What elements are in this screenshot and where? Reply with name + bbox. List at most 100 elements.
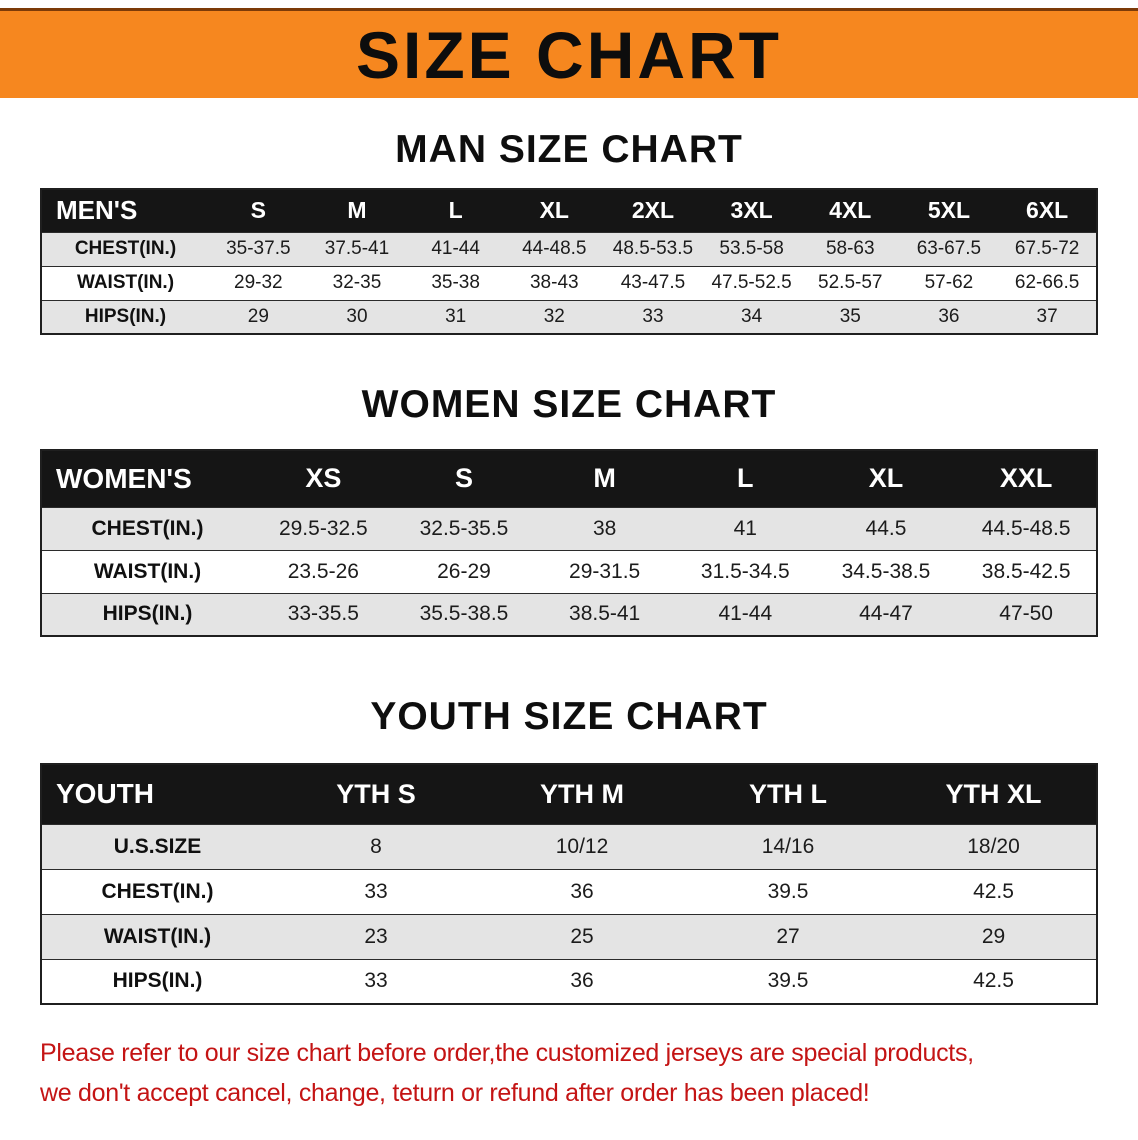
youth-size-table: YOUTH YTH S YTH M YTH L YTH XL U.S.SIZE 8 10/12… xyxy=(40,763,1098,1005)
size-header-cell: L xyxy=(674,450,816,507)
value-cell: 44-47 xyxy=(815,592,957,636)
size-header-cell: YTH L xyxy=(685,764,891,824)
size-header-cell: M xyxy=(307,189,407,232)
size-header-cell: YTH S xyxy=(273,764,479,824)
value-cell: 39.5 xyxy=(685,868,891,914)
value-cell: 36 xyxy=(479,958,685,1004)
youth-section: YOUTH SIZE CHART YOUTH YTH S YTH M YTH L YTH… xyxy=(0,695,1138,1005)
size-header-cell: XXL xyxy=(956,450,1097,507)
size-header-cell: YTH M xyxy=(479,764,685,824)
value-cell: 23.5-26 xyxy=(253,549,394,593)
value-cell: 29-32 xyxy=(209,265,308,300)
disclaimer-line-2: we don't accept cancel, change, teturn o… xyxy=(40,1079,870,1107)
value-cell: 33 xyxy=(273,868,479,914)
size-header-cell: XL xyxy=(504,189,604,232)
value-cell: 34 xyxy=(702,299,801,334)
value-cell: 18/20 xyxy=(891,823,1097,869)
mens-size-table: MEN'S S M L XL 2XL 3XL 4XL 5XL 6XL CHEST(IN.) 35-37… xyxy=(40,188,1098,335)
value-cell: 62-66.5 xyxy=(998,265,1097,300)
value-cell: 42.5 xyxy=(891,868,1097,914)
size-header-cell: S xyxy=(393,450,535,507)
row-label-cell: WAIST(IN.) xyxy=(41,549,253,593)
row-label-cell: HIPS(IN.) xyxy=(41,299,209,334)
value-cell: 35 xyxy=(800,299,900,334)
value-cell: 10/12 xyxy=(479,823,685,869)
value-cell: 44.5 xyxy=(815,506,957,550)
value-cell: 43-47.5 xyxy=(603,265,703,300)
row-label-cell: HIPS(IN.) xyxy=(41,958,273,1004)
value-cell: 30 xyxy=(307,299,407,334)
value-cell: 48.5-53.5 xyxy=(603,231,703,266)
banner: SIZE CHART xyxy=(0,8,1138,98)
size-header-cell: XL xyxy=(815,450,957,507)
value-cell: 52.5-57 xyxy=(800,265,900,300)
value-cell: 63-67.5 xyxy=(899,231,999,266)
value-cell: 33 xyxy=(273,958,479,1004)
size-header-cell: XS xyxy=(253,450,394,507)
size-header-cell: 5XL xyxy=(899,189,999,232)
row-label-cell: CHEST(IN.) xyxy=(41,506,253,550)
row-label-cell: CHEST(IN.) xyxy=(41,868,273,914)
womens-section: WOMEN SIZE CHART WOMEN'S XS S M L XL XXL CHEST(… xyxy=(0,383,1138,637)
value-cell: 32 xyxy=(504,299,604,334)
value-cell: 31.5-34.5 xyxy=(674,549,816,593)
row-label-cell: WAIST(IN.) xyxy=(41,265,209,300)
table-title-cell: YOUTH xyxy=(41,764,273,824)
value-cell: 38.5-41 xyxy=(534,592,675,636)
value-cell: 26-29 xyxy=(393,549,535,593)
value-cell: 29-31.5 xyxy=(534,549,675,593)
value-cell: 37.5-41 xyxy=(307,231,407,266)
value-cell: 8 xyxy=(273,823,479,869)
value-cell: 47-50 xyxy=(956,592,1097,636)
table-title-cell: WOMEN'S xyxy=(41,450,253,507)
table-row: WAIST(IN.) 23.5-26 26-29 29-31.5 31.5-34.5 34… xyxy=(41,549,1097,593)
size-header-cell: YTH XL xyxy=(891,764,1097,824)
row-label-cell: CHEST(IN.) xyxy=(41,231,209,266)
value-cell: 29 xyxy=(891,913,1097,959)
size-header-cell: S xyxy=(209,189,308,232)
banner-title: SIZE CHART xyxy=(356,17,782,92)
value-cell: 41 xyxy=(674,506,816,550)
table-title-cell: MEN'S xyxy=(41,189,209,232)
value-cell: 67.5-72 xyxy=(998,231,1097,266)
row-label-cell: WAIST(IN.) xyxy=(41,913,273,959)
mens-heading: MAN SIZE CHART xyxy=(395,128,743,171)
size-header-cell: 6XL xyxy=(998,189,1097,232)
value-cell: 32.5-35.5 xyxy=(393,506,535,550)
womens-size-table: WOMEN'S XS S M L XL XXL CHEST(IN.) 29.5-32.5 32.5… xyxy=(40,449,1098,637)
mens-section: MAN SIZE CHART MEN'S S M L XL 2XL 3XL 4XL 5XL 6XL… xyxy=(0,128,1138,335)
value-cell: 42.5 xyxy=(891,958,1097,1004)
size-header-cell: M xyxy=(534,450,675,507)
table-header-row: MEN'S S M L XL 2XL 3XL 4XL 5XL 6XL xyxy=(41,189,1097,232)
value-cell: 36 xyxy=(899,299,999,334)
value-cell: 33-35.5 xyxy=(253,592,394,636)
youth-heading: YOUTH SIZE CHART xyxy=(370,695,768,738)
value-cell: 57-62 xyxy=(899,265,999,300)
value-cell: 38 xyxy=(534,506,675,550)
value-cell: 44-48.5 xyxy=(504,231,604,266)
value-cell: 36 xyxy=(479,868,685,914)
size-header-cell: 4XL xyxy=(800,189,900,232)
value-cell: 41-44 xyxy=(674,592,816,636)
womens-heading: WOMEN SIZE CHART xyxy=(361,383,777,426)
table-row: HIPS(IN.) 33 36 39.5 42.5 xyxy=(41,958,1097,1004)
table-row: CHEST(IN.) 33 36 39.5 42.5 xyxy=(41,868,1097,914)
size-header-cell: 2XL xyxy=(603,189,703,232)
table-row: U.S.SIZE 8 10/12 14/16 18/20 xyxy=(41,823,1097,869)
value-cell: 32-35 xyxy=(307,265,407,300)
value-cell: 47.5-52.5 xyxy=(702,265,801,300)
value-cell: 14/16 xyxy=(685,823,891,869)
value-cell: 23 xyxy=(273,913,479,959)
value-cell: 34.5-38.5 xyxy=(815,549,957,593)
value-cell: 35-37.5 xyxy=(209,231,308,266)
value-cell: 41-44 xyxy=(406,231,505,266)
disclaimer-line-1: Please refer to our size chart before or… xyxy=(40,1039,974,1067)
table-header-row: WOMEN'S XS S M L XL XXL xyxy=(41,450,1097,507)
value-cell: 37 xyxy=(998,299,1097,334)
table-row: HIPS(IN.) 29 30 31 32 33 34 35 36 37 xyxy=(41,299,1097,334)
value-cell: 27 xyxy=(685,913,891,959)
size-chart-page: SIZE CHART MAN SIZE CHART MEN'S S M L XL 2XL 3… xyxy=(0,8,1138,1140)
row-label-cell: U.S.SIZE xyxy=(41,823,273,869)
value-cell: 38-43 xyxy=(504,265,604,300)
value-cell: 29.5-32.5 xyxy=(253,506,394,550)
